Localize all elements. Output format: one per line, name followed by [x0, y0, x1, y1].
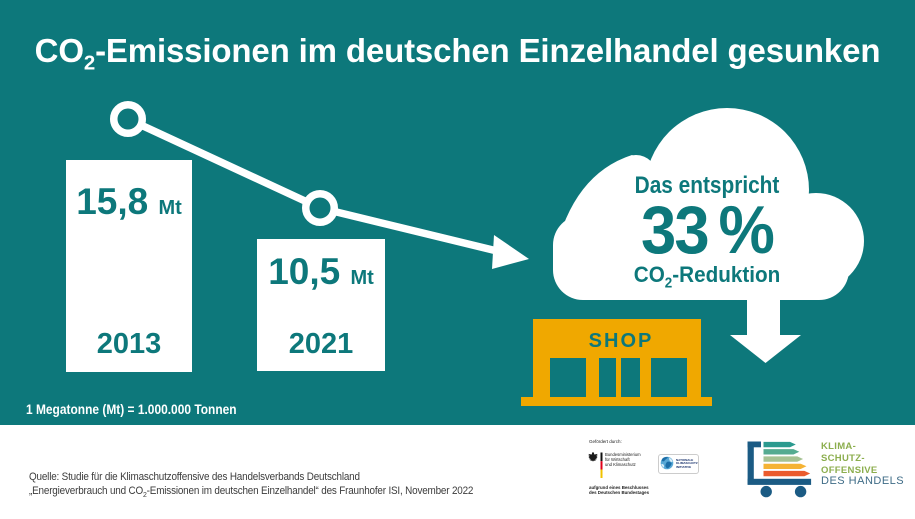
svg-text:SHOP: SHOP	[589, 330, 654, 352]
